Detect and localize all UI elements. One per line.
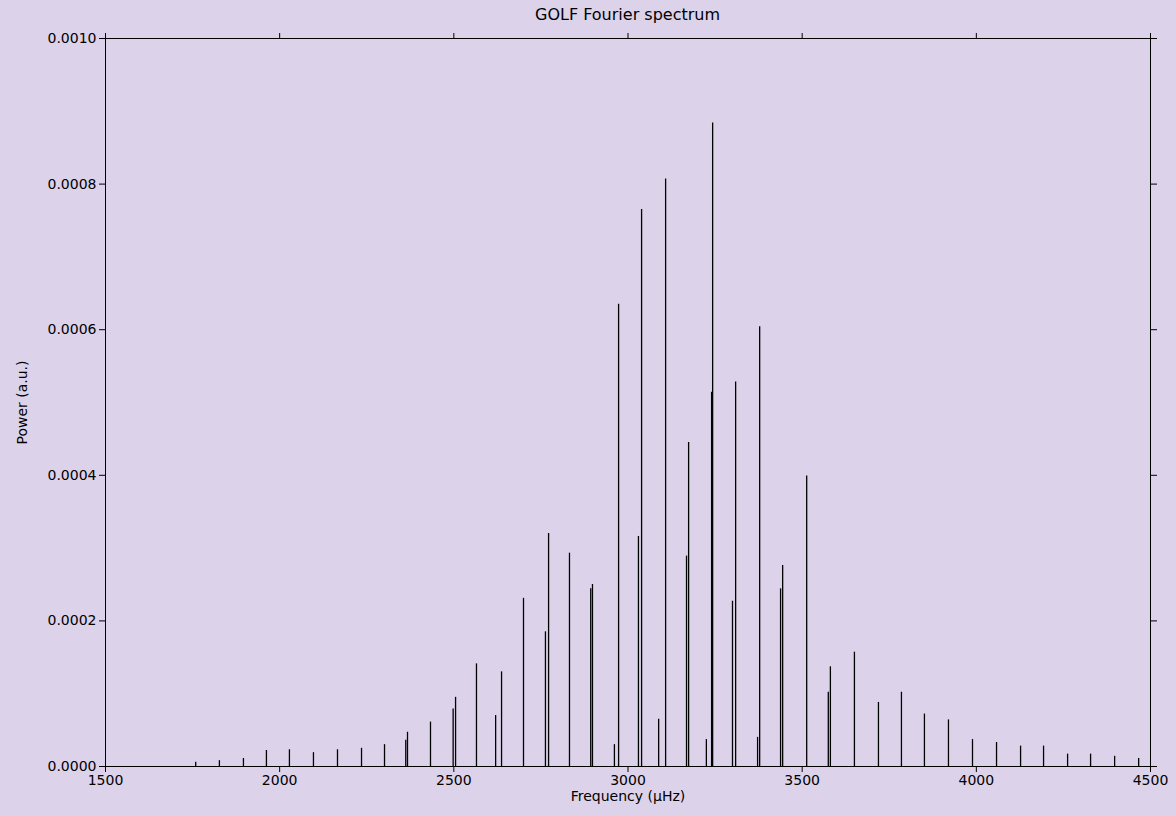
svg-text:0.0006: 0.0006 <box>48 321 97 337</box>
svg-text:2000: 2000 <box>262 772 298 788</box>
svg-text:Power (a.u.): Power (a.u.) <box>14 360 30 444</box>
svg-text:1500: 1500 <box>88 772 124 788</box>
svg-text:0.0008: 0.0008 <box>48 176 97 192</box>
svg-text:0.0010: 0.0010 <box>48 30 97 46</box>
svg-text:0.0004: 0.0004 <box>48 467 97 483</box>
svg-text:3000: 3000 <box>610 772 646 788</box>
svg-text:4500: 4500 <box>1133 772 1169 788</box>
svg-text:2500: 2500 <box>436 772 472 788</box>
svg-text:3500: 3500 <box>784 772 820 788</box>
html-text:GOLF Fourier spectrum: GOLF Fourier spectrum <box>535 5 720 24</box>
svg-text:0.0000: 0.0000 <box>48 758 97 774</box>
svg-text:Frequency (μHz): Frequency (μHz) <box>571 788 685 804</box>
svg-text:4000: 4000 <box>959 772 995 788</box>
svg-text:0.0002: 0.0002 <box>48 612 97 628</box>
